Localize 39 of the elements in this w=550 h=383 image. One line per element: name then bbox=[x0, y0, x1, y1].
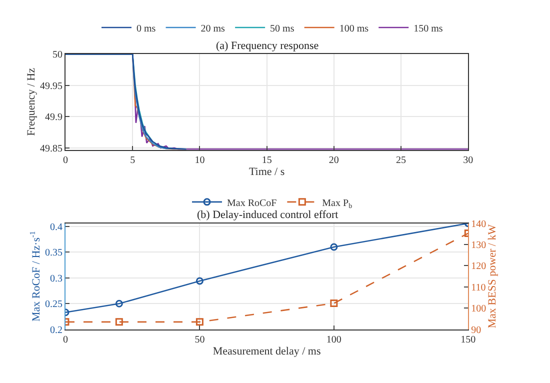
y-tick-label: 0.3 bbox=[50, 273, 62, 284]
x-tick-label: 50 bbox=[194, 334, 205, 346]
legend-label: 50 ms bbox=[270, 23, 294, 34]
y2-tick-label: 100 bbox=[471, 304, 486, 315]
legend-label: 150 ms bbox=[414, 23, 443, 34]
x-tick-label: 5 bbox=[130, 154, 136, 166]
y-axis-title: Frequency / Hz bbox=[26, 68, 38, 136]
legend-label: 100 ms bbox=[339, 23, 369, 34]
legend-label: 0 ms bbox=[136, 23, 156, 34]
x-tick-label: 15 bbox=[262, 154, 272, 166]
y-tick-label: 0.2 bbox=[50, 324, 62, 336]
y2-tick-label: 110 bbox=[471, 282, 486, 294]
y-tick-label: 49.85 bbox=[40, 143, 62, 154]
x-tick-label: 25 bbox=[396, 154, 406, 166]
y2-tick-label: 130 bbox=[471, 240, 486, 252]
chart-title: (b) Delay-induced control effort bbox=[197, 209, 338, 221]
x-tick-label: 0 bbox=[62, 154, 68, 166]
x-tick-label: 10 bbox=[194, 154, 205, 166]
y-tick-label: 0.35 bbox=[44, 248, 62, 259]
x-axis-title: Measurement delay / ms bbox=[212, 346, 321, 358]
x-tick-label: 100 bbox=[326, 334, 342, 346]
x-tick-label: 20 bbox=[328, 154, 339, 166]
legend-label: 20 ms bbox=[200, 23, 226, 34]
legend-label: Max RoCoF bbox=[227, 198, 278, 209]
x-tick-label: 0 bbox=[62, 334, 68, 346]
y2-tick-label: 90 bbox=[471, 324, 482, 336]
y-tick-label: 0.4 bbox=[50, 222, 62, 233]
x-axis-title: Time / s bbox=[248, 166, 285, 178]
y-tick-label: 49.95 bbox=[40, 80, 62, 92]
x-tick-label: 150 bbox=[460, 334, 476, 346]
legend-label: Max P$_{b}$ bbox=[322, 198, 353, 210]
y-tick-label: 49.9 bbox=[44, 112, 62, 124]
y2-axis-title: Max BESS power / kW bbox=[486, 224, 498, 328]
y2-tick-label: 120 bbox=[471, 261, 486, 272]
y-tick-label: 50 bbox=[52, 50, 62, 61]
chart-title: (a) Frequency response bbox=[216, 40, 319, 52]
y2-tick-label: 140 bbox=[471, 218, 486, 230]
y-tick-label: 0.25 bbox=[44, 299, 62, 310]
x-tick-label: 30 bbox=[463, 154, 474, 166]
